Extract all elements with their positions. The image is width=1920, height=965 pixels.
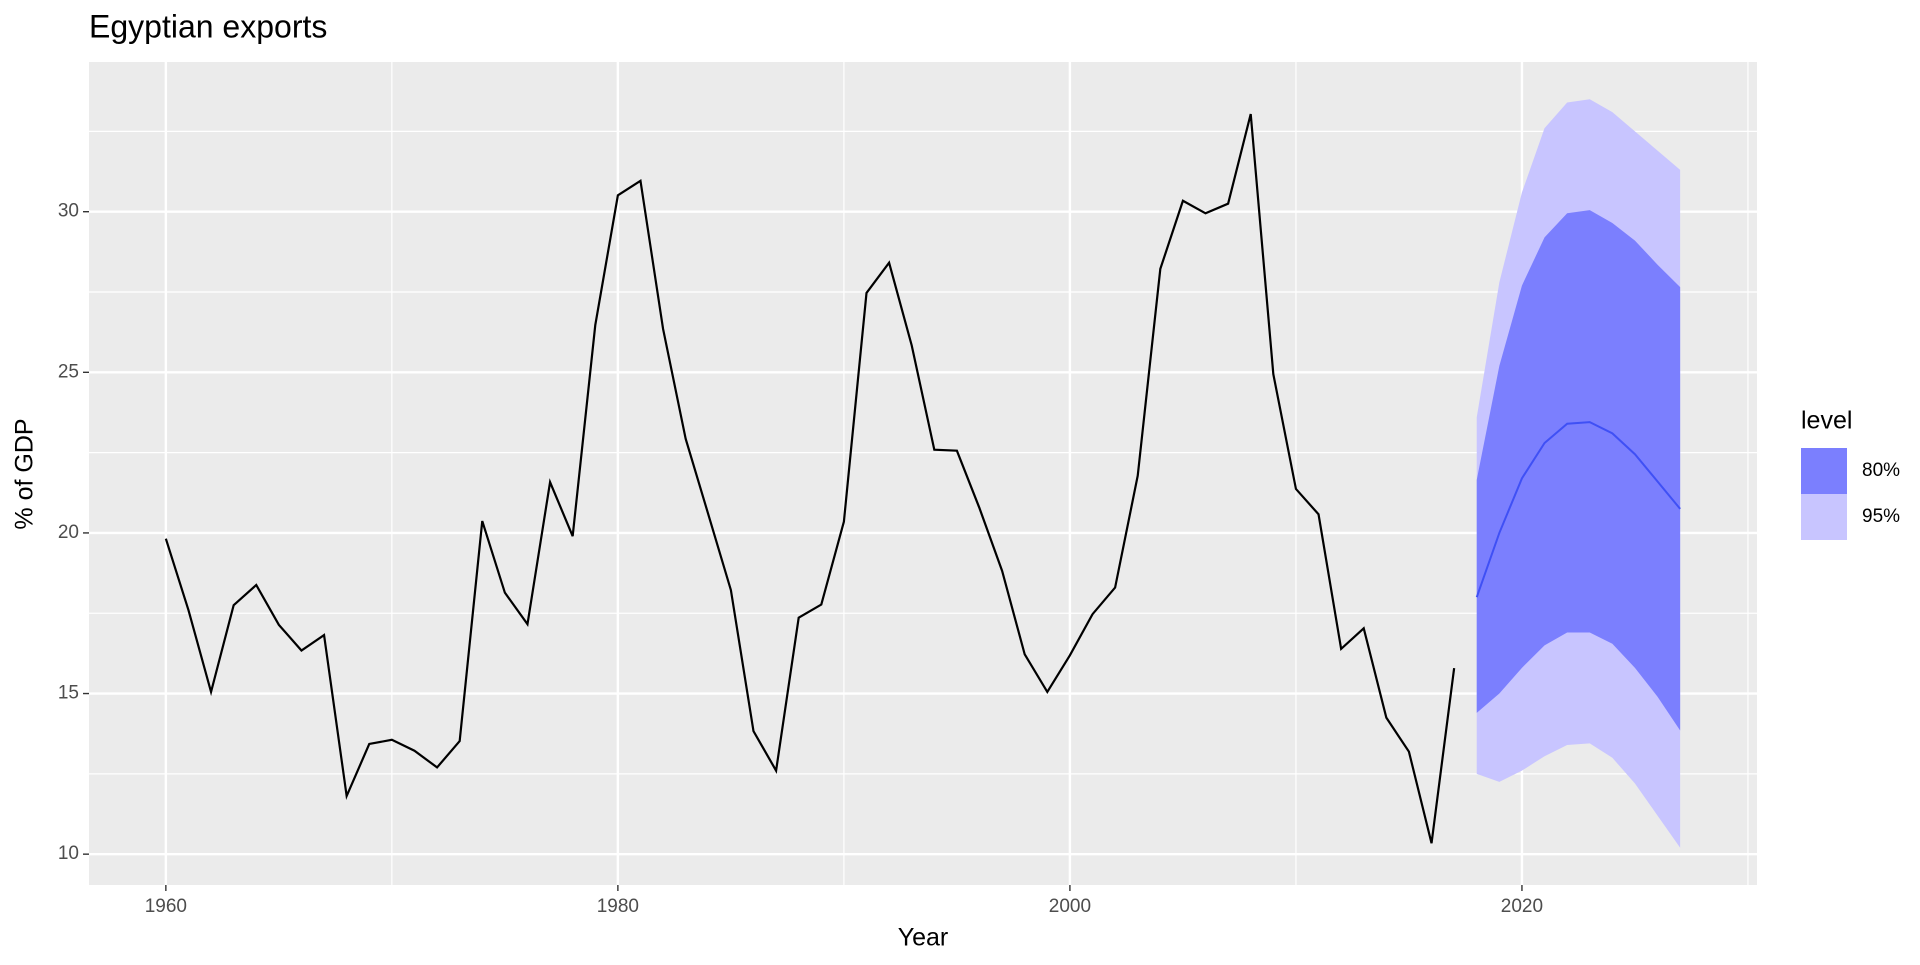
y-tick-label: 30 bbox=[58, 201, 79, 222]
legend-key bbox=[1801, 448, 1847, 494]
chart-title: Egyptian exports bbox=[89, 8, 327, 44]
x-tick-label: 2000 bbox=[1049, 896, 1091, 917]
legend-key bbox=[1801, 494, 1847, 540]
x-tick-label: 1960 bbox=[145, 896, 187, 917]
legend-title: level bbox=[1801, 407, 1852, 435]
y-axis-label: % of GDP bbox=[11, 418, 39, 529]
y-tick-label: 15 bbox=[58, 683, 79, 704]
y-tick-label: 20 bbox=[58, 522, 79, 543]
x-tick-label: 1980 bbox=[597, 896, 639, 917]
x-axis-label: Year bbox=[898, 924, 949, 952]
legend-label: 80% bbox=[1862, 460, 1900, 481]
y-tick-label: 10 bbox=[58, 843, 79, 864]
forecast-mean-line bbox=[1475, 421, 1681, 598]
y-tick-label: 25 bbox=[58, 361, 79, 382]
legend-label: 95% bbox=[1862, 506, 1900, 527]
prediction-interval bbox=[1476, 210, 1681, 731]
x-tick-label: 2020 bbox=[1501, 896, 1543, 917]
history-line bbox=[164, 113, 1456, 844]
